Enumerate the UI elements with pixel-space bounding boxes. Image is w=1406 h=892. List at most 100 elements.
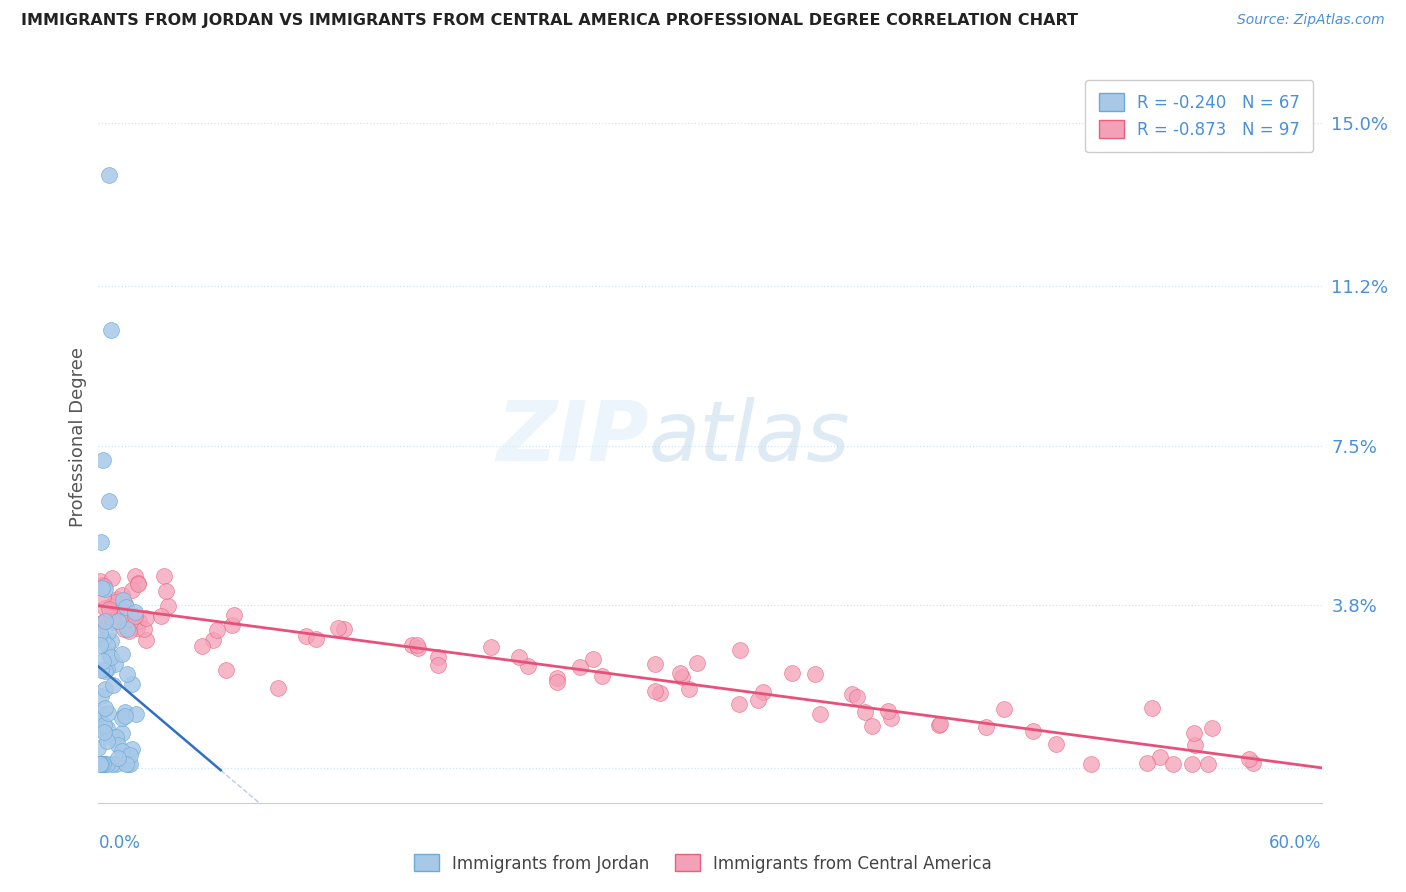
- Point: [841, 687, 863, 701]
- Text: 0.0%: 0.0%: [98, 834, 141, 852]
- Point: [98, 602, 121, 616]
- Point: [91, 757, 114, 772]
- Point: [728, 698, 751, 712]
- Point: [97, 624, 120, 639]
- Point: [110, 609, 132, 624]
- Point: [305, 632, 328, 647]
- Point: [93, 654, 115, 668]
- Point: [128, 614, 150, 628]
- Point: [91, 582, 114, 596]
- Point: [89, 626, 111, 640]
- Point: [747, 693, 769, 707]
- Point: [118, 748, 141, 763]
- Point: [87, 740, 110, 755]
- Point: [546, 671, 568, 685]
- Point: [1182, 726, 1205, 740]
- Point: [107, 738, 129, 752]
- Point: [89, 706, 111, 720]
- Point: [91, 578, 114, 592]
- Point: [880, 711, 903, 725]
- Point: [111, 725, 134, 739]
- Point: [728, 642, 751, 657]
- Point: [90, 535, 112, 549]
- Point: [686, 656, 709, 670]
- Point: [96, 662, 118, 676]
- Point: [89, 638, 111, 652]
- Point: [87, 721, 110, 735]
- Point: [107, 614, 129, 628]
- Point: [94, 600, 117, 615]
- Point: [808, 707, 831, 722]
- Point: [94, 757, 117, 772]
- Point: [853, 706, 876, 720]
- Point: [101, 678, 124, 692]
- Point: [118, 624, 141, 639]
- Point: [93, 701, 115, 715]
- Point: [669, 666, 692, 681]
- Point: [929, 717, 952, 731]
- Point: [1161, 757, 1184, 772]
- Point: [1135, 756, 1157, 771]
- Point: [115, 622, 138, 636]
- Point: [877, 704, 900, 718]
- Text: Source: ZipAtlas.com: Source: ZipAtlas.com: [1237, 13, 1385, 28]
- Point: [508, 649, 530, 664]
- Point: [104, 730, 127, 744]
- Point: [132, 622, 155, 636]
- Point: [98, 494, 121, 508]
- Point: [97, 648, 120, 662]
- Point: [96, 639, 118, 653]
- Point: [115, 757, 138, 772]
- Point: [91, 616, 114, 631]
- Point: [112, 622, 135, 636]
- Point: [104, 657, 127, 671]
- Point: [97, 706, 120, 720]
- Point: [479, 640, 502, 654]
- Point: [1184, 738, 1206, 752]
- Point: [104, 757, 127, 772]
- Point: [1239, 752, 1261, 766]
- Point: [94, 682, 117, 697]
- Point: [110, 588, 132, 602]
- Point: [1241, 756, 1264, 771]
- Point: [127, 577, 149, 591]
- Point: [107, 610, 129, 624]
- Point: [267, 681, 290, 696]
- Point: [153, 569, 176, 583]
- Point: [406, 638, 429, 652]
- Legend: R = -0.240   N = 67, R = -0.873   N = 97: R = -0.240 N = 67, R = -0.873 N = 97: [1085, 79, 1313, 152]
- Point: [1045, 737, 1067, 751]
- Point: [1140, 700, 1163, 714]
- Point: [114, 597, 136, 611]
- Point: [87, 722, 110, 736]
- Point: [135, 633, 157, 648]
- Point: [648, 686, 671, 700]
- Point: [1201, 722, 1223, 736]
- Point: [103, 615, 125, 629]
- Point: [328, 621, 350, 635]
- Point: [427, 650, 450, 665]
- Point: [1022, 724, 1045, 739]
- Point: [644, 657, 666, 671]
- Point: [93, 614, 115, 628]
- Point: [295, 628, 318, 642]
- Point: [157, 599, 180, 613]
- Point: [97, 168, 120, 182]
- Point: [91, 453, 114, 467]
- Text: ZIP: ZIP: [496, 397, 650, 477]
- Point: [804, 666, 827, 681]
- Point: [426, 657, 449, 672]
- Point: [90, 616, 112, 631]
- Point: [104, 595, 127, 609]
- Point: [124, 609, 146, 624]
- Point: [1181, 757, 1204, 772]
- Point: [91, 633, 114, 648]
- Point: [401, 638, 423, 652]
- Point: [91, 757, 114, 772]
- Point: [332, 622, 354, 636]
- Point: [568, 659, 591, 673]
- Point: [100, 730, 122, 744]
- Point: [124, 569, 146, 583]
- Point: [96, 757, 118, 772]
- Point: [546, 674, 568, 689]
